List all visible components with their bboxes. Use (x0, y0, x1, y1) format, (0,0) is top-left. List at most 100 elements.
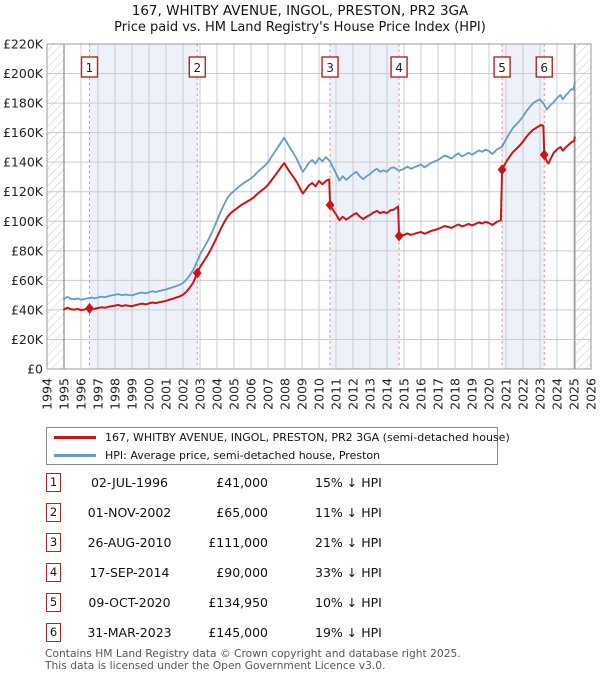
svg-text:2024: 2024 (550, 378, 565, 410)
svg-text:2004: 2004 (210, 378, 225, 410)
sale-number-text: 2 (193, 61, 201, 75)
svg-text:2016: 2016 (414, 378, 429, 410)
legend-row-hpi: HPI: Average price, semi-detached house,… (47, 446, 497, 465)
svg-text:£220K: £220K (3, 38, 44, 52)
svg-text:1999: 1999 (125, 378, 140, 410)
price-history-chart: 1 2 3 4 5 6£0£20K£40K£60K£80K£100K£120K£140K£… (3, 38, 599, 410)
sale-markers (85, 149, 549, 314)
sale-number-text: 6 (540, 61, 548, 75)
sale-price: £134,950 (208, 595, 268, 610)
legend-label-property: 167, WHITBY AVENUE, INGOL, PRESTON, PR2 … (105, 431, 510, 444)
legend-label-hpi: HPI: Average price, semi-detached house,… (105, 449, 381, 462)
legend-row-property: 167, WHITBY AVENUE, INGOL, PRESTON, PR2 … (47, 428, 510, 447)
sale-number-text: 3 (326, 61, 334, 75)
sale-table-row: 6 31-MAR-2023 £145,000 19% ↓ HPI (0, 623, 600, 643)
svg-text:£160K: £160K (3, 125, 44, 140)
svg-text:£100K: £100K (3, 214, 44, 229)
svg-text:2011: 2011 (329, 378, 344, 410)
sale-table-row: 5 09-OCT-2020 £134,950 10% ↓ HPI (0, 593, 600, 613)
svg-text:2000: 2000 (142, 378, 157, 410)
sale-date: 26-AUG-2010 (87, 535, 172, 550)
svg-text:£140K: £140K (3, 155, 44, 170)
plot-border (46, 43, 592, 370)
x-axis-labels: 1994 1995 1996 1997 1998 1999 2000 2001 2002 2003… (40, 378, 599, 410)
sale-price: £145,000 (208, 625, 268, 640)
svg-text:£60K: £60K (11, 273, 44, 288)
sale-table-row: 1 02-JUL-1996 £41,000 15% ↓ HPI (0, 473, 600, 493)
svg-text:2025: 2025 (567, 378, 582, 410)
svg-text:2018: 2018 (448, 378, 463, 410)
svg-text:2014: 2014 (380, 378, 395, 410)
svg-text:£20K: £20K (11, 332, 44, 347)
svg-text:£0: £0 (27, 362, 43, 377)
sale-number-text: 5 (498, 61, 506, 75)
sale-number-box (493, 56, 511, 78)
hpi-line-swatch (54, 454, 96, 457)
sale-number-box (80, 56, 99, 78)
sale-hpi-difference: 21% ↓ HPI (315, 535, 382, 550)
sale-marker-diamond (325, 199, 335, 211)
svg-text:2009: 2009 (295, 378, 310, 410)
sale-hpi-difference: 10% ↓ HPI (315, 595, 382, 610)
svg-text:2006: 2006 (244, 378, 259, 410)
svg-text:£120K: £120K (3, 184, 44, 199)
sale-hpi-difference: 19% ↓ HPI (315, 625, 382, 640)
sale-date: 01-NOV-2002 (87, 505, 172, 520)
no-data-hatch (47, 44, 591, 369)
sale-table-row: 2 01-NOV-2002 £65,000 11% ↓ HPI (0, 503, 600, 523)
sale-number-badge: 6 (46, 623, 61, 642)
svg-text:2019: 2019 (465, 378, 480, 410)
y-axis-labels: £0 £20K £40K £60K £80K £100K £120K £140K £160K £1… (3, 38, 44, 377)
sale-number-badge: 4 (46, 563, 61, 582)
sale-date: 02-JUL-1996 (90, 475, 168, 490)
sale-number-text: 4 (395, 61, 403, 75)
sale-marker-diamond (85, 303, 94, 314)
svg-text:2001: 2001 (159, 378, 174, 410)
sale-number-box (535, 56, 553, 78)
ownership-bands (89, 44, 545, 369)
svg-text:£180K: £180K (3, 96, 44, 111)
svg-text:2003: 2003 (193, 378, 208, 410)
sale-number-badge: 5 (46, 593, 61, 612)
sale-number-badge: 2 (46, 503, 61, 522)
svg-text:1996: 1996 (74, 378, 89, 410)
sale-number-box (188, 56, 206, 78)
sale-price: £111,000 (208, 535, 268, 550)
sale-date-lines (89, 44, 545, 369)
svg-text:1994: 1994 (40, 378, 55, 410)
svg-text:2023: 2023 (533, 378, 548, 410)
sale-number-boxes: 1 2 3 4 5 6 (80, 56, 553, 78)
sale-table-row: 4 17-SEP-2014 £90,000 33% ↓ HPI (0, 563, 600, 583)
sale-hpi-difference: 15% ↓ HPI (315, 475, 382, 490)
sale-table-row: 3 26-AUG-2010 £111,000 21% ↓ HPI (0, 533, 600, 553)
svg-text:2002: 2002 (176, 378, 191, 410)
footer-line-1: Contains HM Land Registry data © Crown c… (45, 647, 461, 660)
sale-number-text: 1 (86, 61, 94, 75)
sale-date: 17-SEP-2014 (89, 565, 170, 580)
chart-legend: 167, WHITBY AVENUE, INGOL, PRESTON, PR2 … (46, 427, 510, 465)
svg-text:1998: 1998 (108, 378, 123, 410)
svg-text:2022: 2022 (516, 378, 531, 410)
svg-text:1995: 1995 (57, 378, 72, 410)
svg-text:2005: 2005 (227, 378, 242, 410)
svg-text:2010: 2010 (312, 378, 327, 410)
svg-text:2012: 2012 (346, 378, 361, 410)
sale-hpi-difference: 11% ↓ HPI (315, 505, 382, 520)
svg-text:2013: 2013 (363, 378, 378, 410)
page-subtitle: Price paid vs. HM Land Registry's House … (114, 20, 486, 35)
license-footer: Contains HM Land Registry data © Crown c… (45, 648, 461, 671)
property-line-swatch (54, 436, 96, 439)
sale-marker-diamond (192, 267, 202, 279)
svg-text:£80K: £80K (11, 243, 44, 258)
svg-text:2015: 2015 (397, 378, 412, 410)
page-title: 167, WHITBY AVENUE, INGOL, PRESTON, PR2 … (131, 3, 469, 19)
svg-text:2007: 2007 (261, 378, 276, 410)
svg-text:2008: 2008 (278, 378, 293, 410)
sale-marker-diamond (497, 164, 507, 176)
sale-price: £90,000 (216, 565, 268, 580)
svg-text:1997: 1997 (91, 378, 106, 410)
sale-marker-diamond (394, 230, 404, 242)
svg-text:2021: 2021 (499, 378, 514, 410)
sale-date: 31-MAR-2023 (87, 625, 172, 640)
hpi-line (63, 82, 576, 301)
